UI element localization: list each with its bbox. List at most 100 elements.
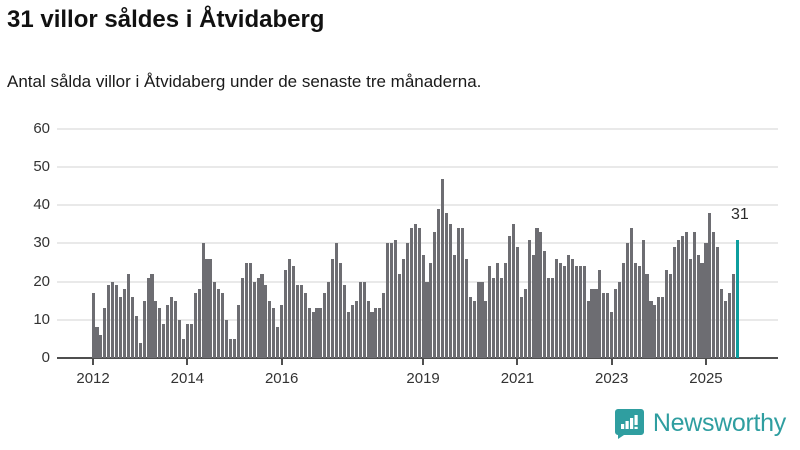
bar [99,335,103,358]
bar [527,239,531,358]
bar [264,285,268,358]
bar [405,243,409,358]
bar [331,258,335,358]
gridline [57,166,778,169]
bar [519,296,523,358]
bar [649,300,653,358]
x-tick-label: 2023 [594,370,629,387]
bar [225,319,229,358]
bar [272,308,276,358]
bar [480,281,484,358]
bar [354,300,358,358]
y-axis-label: 40 [33,196,50,214]
bar [727,293,732,358]
bar [716,247,720,358]
bar [280,304,284,358]
bar [287,258,292,358]
bar [122,289,127,358]
y-axis-label: 60 [33,119,50,137]
newsworthy-logo-icon [614,408,645,439]
bar [555,258,559,358]
bar [574,266,578,358]
chart-subtitle: Antal sålda villor i Åtvidaberg under de… [7,72,482,91]
bar [103,308,107,358]
bar [150,274,154,358]
bar [327,281,331,358]
bar [539,232,543,358]
x-tick-label: 2021 [500,370,535,387]
bar [221,293,225,358]
x-axis-tick [516,358,519,365]
bar [299,285,303,358]
value-annotation: 31 [731,206,749,223]
bar [562,266,567,358]
bar [672,247,677,358]
bar [669,274,673,358]
bar [712,232,716,358]
bar [166,304,170,358]
x-axis-line [57,357,778,359]
x-axis-tick [280,358,283,365]
bar [335,243,339,358]
bar [456,228,460,358]
bar [535,228,539,358]
bar [570,258,574,358]
bar [606,293,610,358]
bar [429,262,433,358]
bar [559,262,563,358]
bar [645,274,649,358]
bar [492,277,496,358]
bar [248,262,252,358]
x-tick-label: 2012 [76,370,110,387]
bar [417,228,421,358]
bar [708,212,712,358]
y-axis-label: 20 [33,272,50,290]
gridline [57,127,778,130]
gridline [57,204,778,207]
bar [342,285,347,358]
bar [185,323,189,358]
bar [511,224,515,358]
bar [547,277,551,358]
bar [543,251,547,358]
bar [610,312,614,358]
x-tick-label: 2014 [170,370,205,387]
bar [484,300,488,358]
bar [193,293,197,358]
bar [621,262,625,358]
bar [201,243,205,358]
bar [339,262,343,358]
bar [378,308,382,358]
bar [170,296,174,358]
bar [244,262,248,358]
bar [594,289,598,358]
bar [472,300,476,358]
bar [598,270,602,358]
bar [394,239,398,358]
bar [240,277,244,358]
bar [158,308,162,358]
bar [374,308,378,358]
x-axis-tick [422,358,425,365]
bar [111,281,115,358]
bar [91,293,95,358]
newsworthy-logo: Newsworthy [614,408,786,439]
bar [315,308,319,358]
bar [382,293,386,358]
bar [665,270,669,358]
x-tick-label: 2019 [406,370,440,387]
bar [578,266,582,358]
bar [107,285,111,358]
bar [260,274,264,358]
bar [236,304,240,358]
bar [276,327,280,358]
bar [115,285,119,358]
bar [582,266,586,358]
bar [433,232,437,358]
bar [174,300,178,358]
bar [704,243,708,358]
bar [590,289,594,358]
bar [720,289,724,358]
bar [602,293,606,358]
bar [370,312,374,358]
